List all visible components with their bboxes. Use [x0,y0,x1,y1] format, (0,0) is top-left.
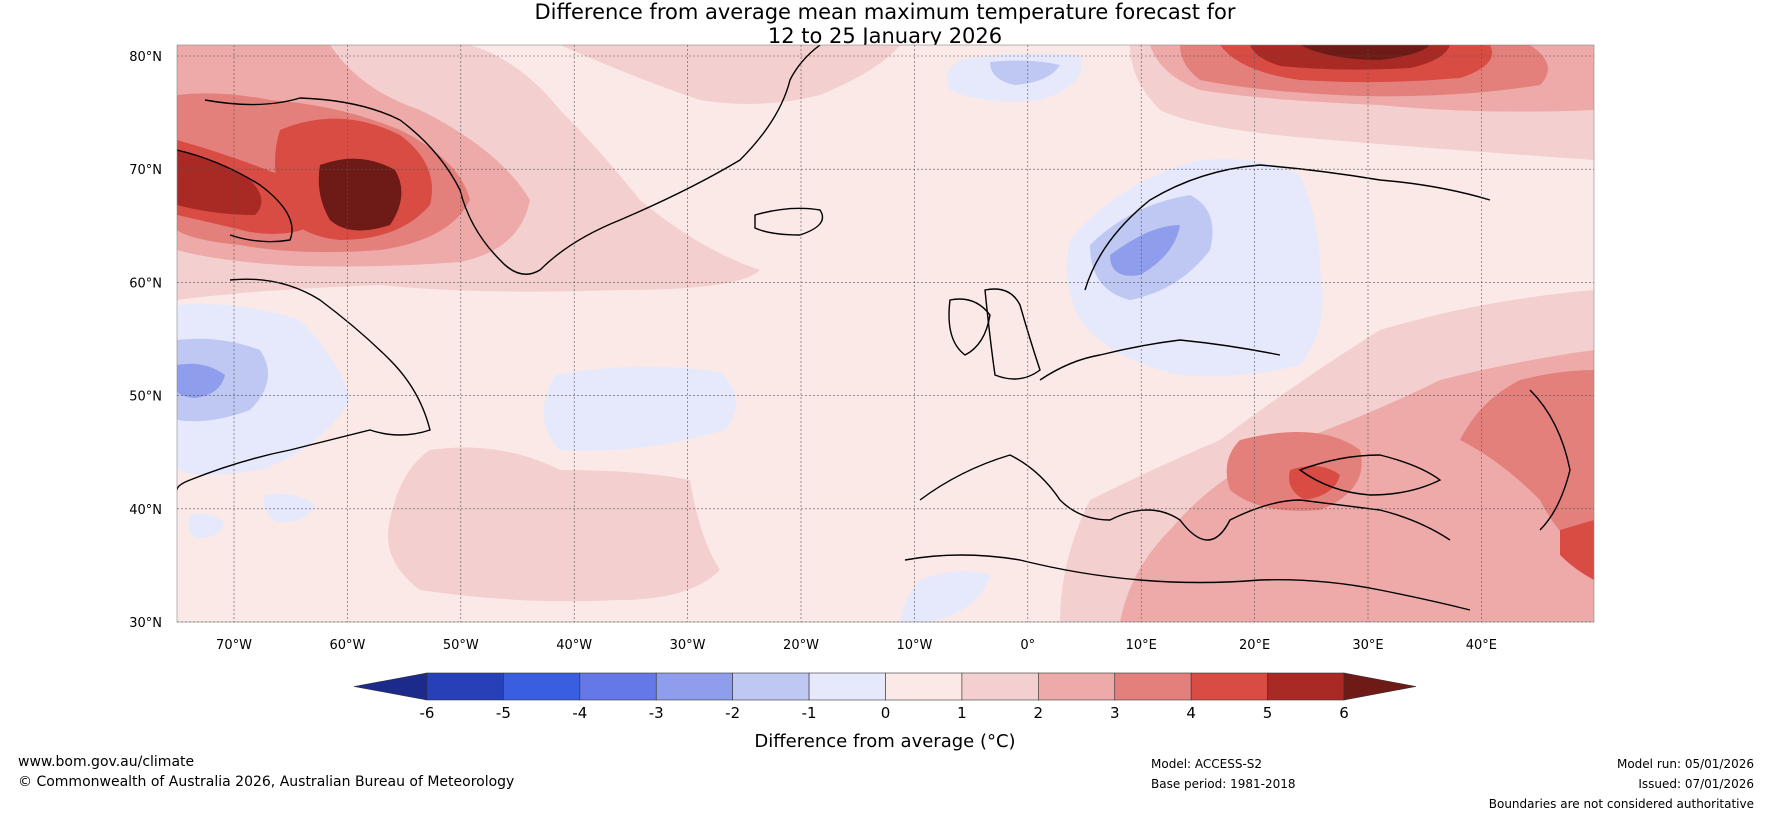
black-sea-coast [1298,454,1442,496]
latitude-label: 40°N [129,503,162,518]
colorbar-bin [732,672,810,701]
baffin-coast [177,149,293,243]
longitude-labels: 70°W 60°W 50°W 40°W 30°W 20°W 10°W 0° 10°E 20°E 30… [216,638,1497,653]
map-field [177,45,1594,622]
longitude-label: 20°E [1239,638,1270,653]
colorbar-bin [1190,672,1268,701]
colorbar-tick-label: 3 [1110,704,1120,722]
mediterranean-north-coast [919,454,1451,541]
colorbar-bin [655,672,733,701]
colorbar-tick-label: -3 [649,704,664,722]
latitude-labels: 80°N 70°N 60°N 50°N 40°N 30°N [129,50,162,631]
colorbar-bin [426,672,504,701]
anomaly-region-sargasso-cool [263,493,315,523]
colorbar-bin [579,672,657,701]
iceland-coast [754,207,824,236]
model-run-date: Model run: 05/01/2026 [1616,757,1754,771]
longitude-label: 10°W [896,638,932,653]
longitude-label: 0° [1020,638,1035,653]
colorbar-tick-label: -1 [802,704,817,722]
colorbar-tick-label: -2 [725,704,740,722]
anomaly-region-scandinavia-cool [1066,159,1323,377]
boundaries-disclaimer: Boundaries are not considered authoritat… [1488,797,1754,811]
anomaly-region-bermuda-cool [188,513,225,539]
longitude-label: 20°W [783,638,819,653]
colorbar-tick-label: 1 [957,704,967,722]
anomaly-region-canaries-cool [900,571,990,622]
colorbar-bin [961,672,1039,701]
colorbar-tick-label: -5 [496,704,511,722]
norway-coast [1084,164,1491,291]
anomaly-region-north-atlantic-pink [560,45,900,104]
colorbar-label: Difference from average (°C) [754,731,1015,752]
anomaly-region-norway-coolest [1110,225,1180,276]
longitude-label: 60°W [329,638,365,653]
website-link[interactable]: www.bom.gov.au/climate [18,754,195,770]
model-name: Model: ACCESS-S2 [1151,757,1263,771]
colorbar-tick-label: -4 [572,704,587,722]
coastlines [177,45,1571,611]
north-sea-baltic-coast [1039,339,1281,381]
colorbar-tick-label: 6 [1339,704,1349,722]
caspian-coast [1529,389,1571,531]
graticule [177,45,1594,623]
labrador-newfoundland-coast [177,278,431,491]
issued-date: Issued: 07/01/2026 [1638,777,1754,791]
latitude-label: 50°N [129,390,162,405]
north-africa-coast [904,554,1471,611]
longitude-label: 40°W [556,638,592,653]
colorbar-tick-label: 4 [1186,704,1196,722]
anomaly-region-labrador-coolest [177,363,225,398]
great-britain-coast [984,288,1041,380]
colorbar-extend-low [353,672,428,701]
title-line-1: Difference from average mean maximum tem… [534,0,1236,24]
colorbar-extend-high [1343,672,1417,701]
greenland-coast [204,45,821,275]
anomaly-region-caspian-strong [1460,370,1594,560]
latitude-label: 60°N [129,276,162,291]
title-line-2: 12 to 25 January 2026 [767,24,1003,48]
base-period: Base period: 1981-2018 [1151,777,1296,791]
chart-title: Difference from average mean maximum tem… [0,0,1770,48]
colorbar-tick-label: 0 [881,704,891,722]
latitude-label: 70°N [129,163,162,178]
anomaly-region-baffin-extreme [177,150,262,215]
latitude-label: 30°N [129,616,162,631]
colorbar-bin [808,672,886,701]
anomaly-region-jan-mayen-cooler [990,60,1060,85]
colorbar-bin [885,672,963,701]
anomaly-region-midatlantic-pink [388,447,720,602]
ireland-coast [948,298,991,356]
latitude-label: 80°N [129,50,162,65]
colorbar-tick-label: 5 [1263,704,1273,722]
longitude-label: 30°W [670,638,706,653]
colorbar-bin [1267,672,1345,701]
longitude-label: 10°E [1126,638,1157,653]
longitude-label: 30°E [1352,638,1383,653]
anomaly-region-midatlantic-cool [543,366,737,451]
colorbar-bin [1114,672,1192,701]
colorbar-bin [503,672,581,701]
longitude-label: 40°E [1466,638,1497,653]
anomaly-region-greenland-extreme [318,158,402,231]
colorbar-tick-label: 2 [1034,704,1044,722]
anomaly-region-black-sea-very-strong [1289,466,1340,500]
colorbar: -6 -5 -4 -3 -2 -1 0 1 2 3 4 5 6 [353,672,1417,722]
longitude-label: 50°W [443,638,479,653]
copyright-text: © Commonwealth of Australia 2026, Austra… [18,774,515,790]
anomaly-region-iran-very-strong [1560,520,1594,580]
longitude-label: 70°W [216,638,252,653]
colorbar-tick-label: -6 [420,704,435,722]
colorbar-bin [1038,672,1116,701]
